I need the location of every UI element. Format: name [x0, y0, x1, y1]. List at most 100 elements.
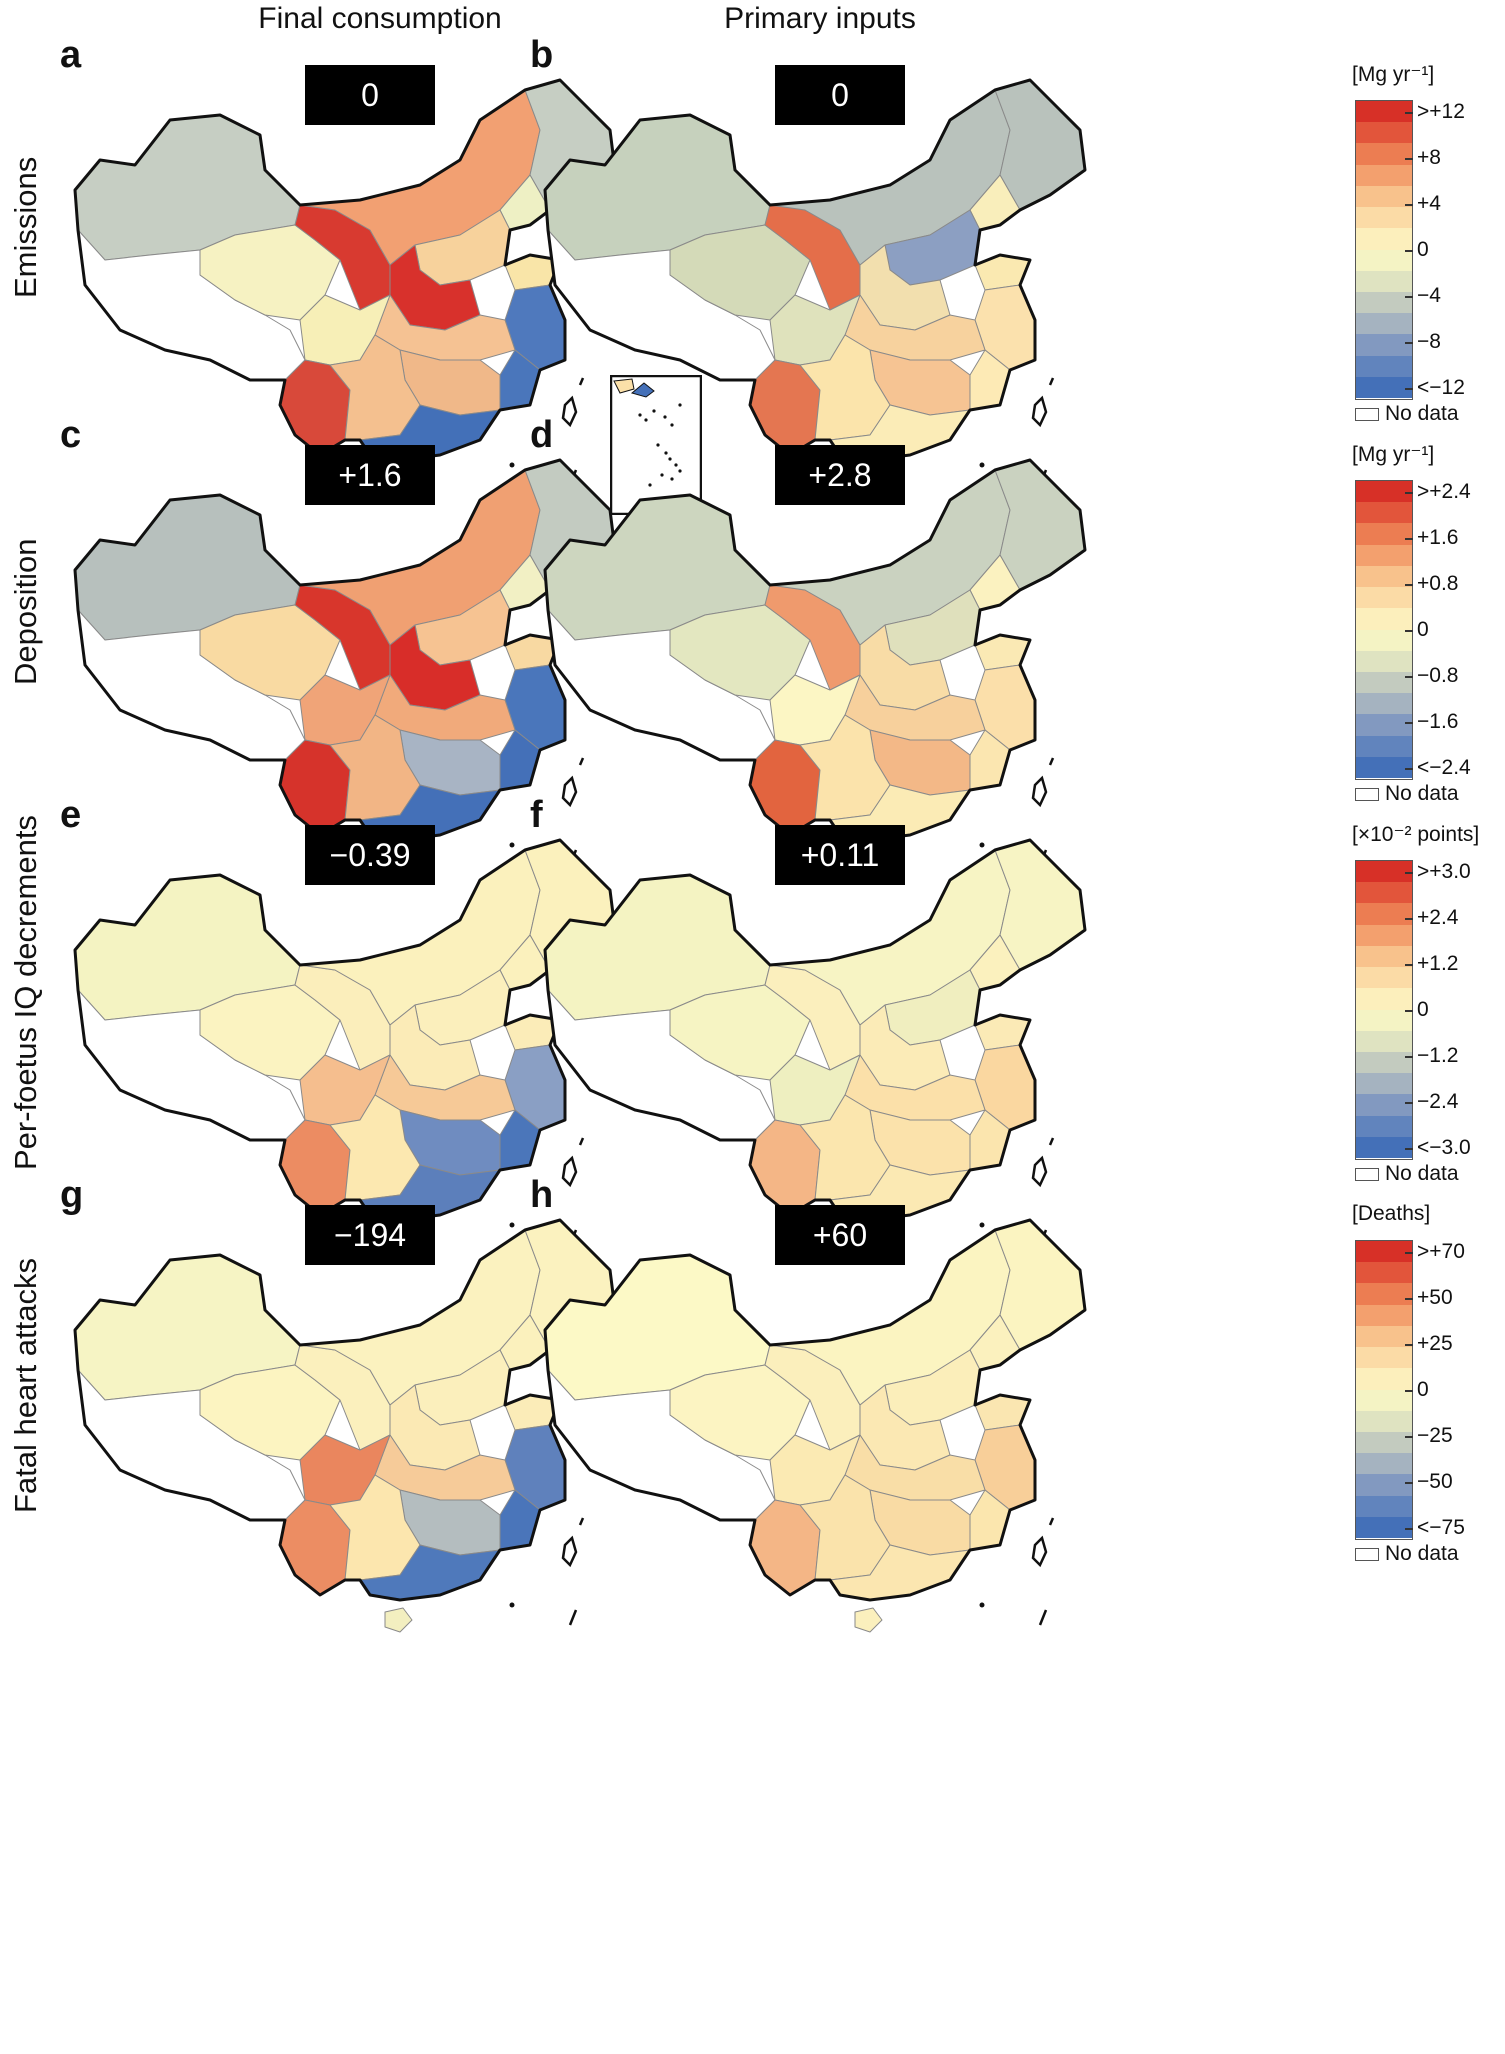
colorbar-tick: [1405, 1252, 1413, 1254]
colorbar-label: 0: [1417, 1378, 1429, 1401]
island-mark: [1048, 757, 1055, 766]
taiwan-outline: [561, 775, 578, 808]
island-mark: [509, 1602, 515, 1608]
colorbar-segment: [1356, 1368, 1412, 1390]
colorbar-label: −1.6: [1417, 710, 1459, 733]
colorbar-segment: [1356, 270, 1412, 293]
taiwan-outline: [561, 1155, 578, 1188]
panel-letter: a: [60, 34, 82, 76]
colorbar-segment: [1356, 1283, 1412, 1306]
colorbar-tick: [1405, 676, 1413, 678]
no-data-label: No data: [1385, 1162, 1459, 1185]
taiwan-outline: [1031, 775, 1048, 808]
colorbar-label: >+70: [1417, 1240, 1465, 1263]
colorbar: [1355, 860, 1413, 1160]
total-value-badge: 0: [305, 65, 435, 125]
taiwan-outline: [561, 395, 578, 428]
province-map: [73, 78, 617, 493]
colorbar-tick: [1405, 1148, 1413, 1150]
no-data-swatch: [1355, 1548, 1379, 1561]
colorbar-tick: [1405, 204, 1413, 206]
colorbar-tick: [1405, 1528, 1413, 1530]
colorbar-segment: [1356, 1474, 1412, 1497]
inset-island: [678, 469, 682, 473]
panel-letter: f: [530, 794, 543, 836]
inset-frame: [610, 375, 702, 515]
island-mark: [979, 1222, 985, 1228]
province-hainan: [384, 1607, 413, 1633]
panel-letter: b: [530, 34, 554, 76]
colorbar-tick: [1405, 872, 1413, 874]
colorbar-segment: [1356, 945, 1412, 968]
colorbar-tick: [1405, 722, 1413, 724]
colorbar-segment: [1356, 334, 1412, 357]
colorbar-segment: [1356, 313, 1412, 335]
island-mark: [509, 842, 515, 848]
colorbar-segment: [1356, 1136, 1412, 1159]
no-data-swatch: [1355, 1168, 1379, 1181]
province-map: [543, 1218, 1087, 1633]
column-title-final-consumption: Final consumption: [258, 2, 502, 35]
colorbar-tick: [1405, 388, 1413, 390]
inset-island: [663, 415, 667, 419]
inset-island: [670, 423, 674, 427]
inset-island: [668, 457, 672, 461]
colorbar-segment: [1356, 671, 1412, 694]
colorbar-segment: [1356, 164, 1412, 187]
province-map: [543, 458, 1087, 873]
colorbar-segment: [1356, 143, 1412, 166]
colorbar-segment: [1356, 861, 1412, 883]
colorbar-label: +4: [1417, 192, 1441, 215]
colorbar-segment: [1356, 924, 1412, 947]
colorbar-tick: [1405, 1298, 1413, 1300]
colorbar-segment: [1356, 1051, 1412, 1074]
colorbar-label: 0: [1417, 998, 1429, 1021]
row-title: Fatal heart attacks: [8, 1257, 43, 1513]
taiwan-outline: [1031, 395, 1048, 428]
colorbar-segment: [1356, 1389, 1412, 1412]
colorbar-segment: [1356, 1094, 1412, 1117]
colorbar-segment: [1356, 1115, 1412, 1138]
island-mark: [578, 377, 585, 386]
column-title-primary-inputs: Primary inputs: [724, 2, 916, 35]
colorbar-tick: [1405, 964, 1413, 966]
island-mark: [578, 1517, 585, 1526]
colorbar-segment: [1356, 1453, 1412, 1475]
inset-island: [648, 483, 652, 487]
colorbar-label: 0: [1417, 618, 1429, 641]
colorbar-segment: [1356, 291, 1412, 314]
colorbar-segment: [1356, 502, 1412, 524]
colorbar-segment: [1356, 1410, 1412, 1433]
colorbar-tick: [1405, 1010, 1413, 1012]
inset-island: [652, 409, 656, 413]
colorbar-unit: [Deaths]: [1352, 1202, 1431, 1225]
no-data-label: No data: [1385, 1542, 1459, 1565]
colorbar-tick: [1405, 630, 1413, 632]
colorbar-segment: [1356, 1241, 1412, 1263]
colorbar-unit: [Mg yr⁻¹]: [1352, 63, 1435, 86]
colorbar-label: +8: [1417, 146, 1441, 169]
colorbar-tick: [1405, 918, 1413, 920]
island-mark: [509, 462, 515, 468]
colorbar-segment: [1356, 735, 1412, 758]
panel-letter: g: [60, 1174, 84, 1216]
colorbar-tick: [1405, 1482, 1413, 1484]
island-mark: [1048, 377, 1055, 386]
colorbar-tick: [1405, 1390, 1413, 1392]
colorbar-tick: [1405, 158, 1413, 160]
colorbar-segment: [1356, 122, 1412, 144]
colorbar-label: +1.6: [1417, 526, 1459, 549]
colorbar-segment: [1356, 629, 1412, 652]
colorbar-label: >+12: [1417, 100, 1465, 123]
colorbar-label: >+3.0: [1417, 860, 1471, 883]
colorbar-tick: [1405, 768, 1413, 770]
south-china-sea-inset: [610, 375, 702, 515]
colorbar-tick: [1405, 112, 1413, 114]
colorbar-segment: [1356, 185, 1412, 208]
colorbar-label: +1.2: [1417, 952, 1459, 975]
colorbar-unit: [×10⁻² points]: [1352, 823, 1480, 846]
colorbar-segment: [1356, 988, 1412, 1010]
colorbar-label: −0.8: [1417, 664, 1459, 687]
colorbar-unit: [Mg yr⁻¹]: [1352, 443, 1435, 466]
colorbar-segment: [1356, 882, 1412, 904]
